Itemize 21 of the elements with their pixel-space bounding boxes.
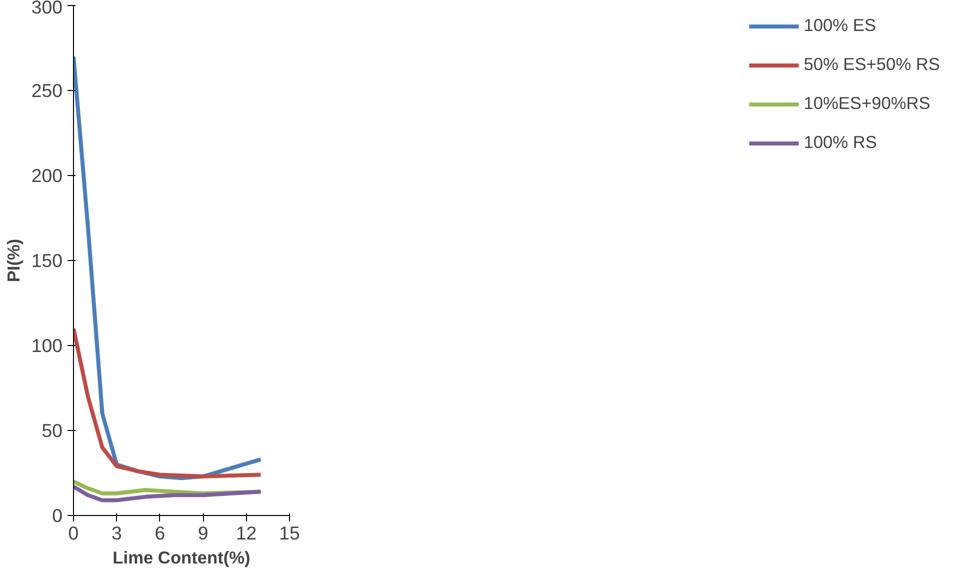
legend-label: 100% RS	[804, 132, 877, 153]
y-axis-title: PI(%)	[3, 238, 24, 282]
y-tick-label: 0	[52, 505, 63, 526]
legend-label: 100% ES	[804, 15, 876, 36]
y-tick-label: 200	[31, 165, 63, 186]
y-tick-label: 150	[31, 250, 63, 271]
x-tick-label: 3	[112, 522, 122, 544]
line-series	[74, 326, 263, 478]
y-tick-label: 250	[31, 80, 63, 101]
x-axis-title: Lime Content(%)	[112, 548, 250, 568]
y-tick-label: 300	[31, 0, 63, 18]
x-tick-label: 0	[68, 522, 79, 544]
x-tick-label: 15	[279, 522, 300, 544]
legend-label: 50% ES+50% RS	[804, 54, 940, 75]
x-tick-label: 6	[154, 522, 166, 544]
x-tick-label: 12	[236, 522, 257, 544]
line-series	[74, 484, 263, 502]
legend-label: 10%ES+90%RS	[804, 93, 930, 114]
y-tick-label: 100	[31, 335, 63, 356]
y-tick-label: 50	[42, 420, 63, 441]
x-tick-label: 9	[198, 522, 208, 544]
